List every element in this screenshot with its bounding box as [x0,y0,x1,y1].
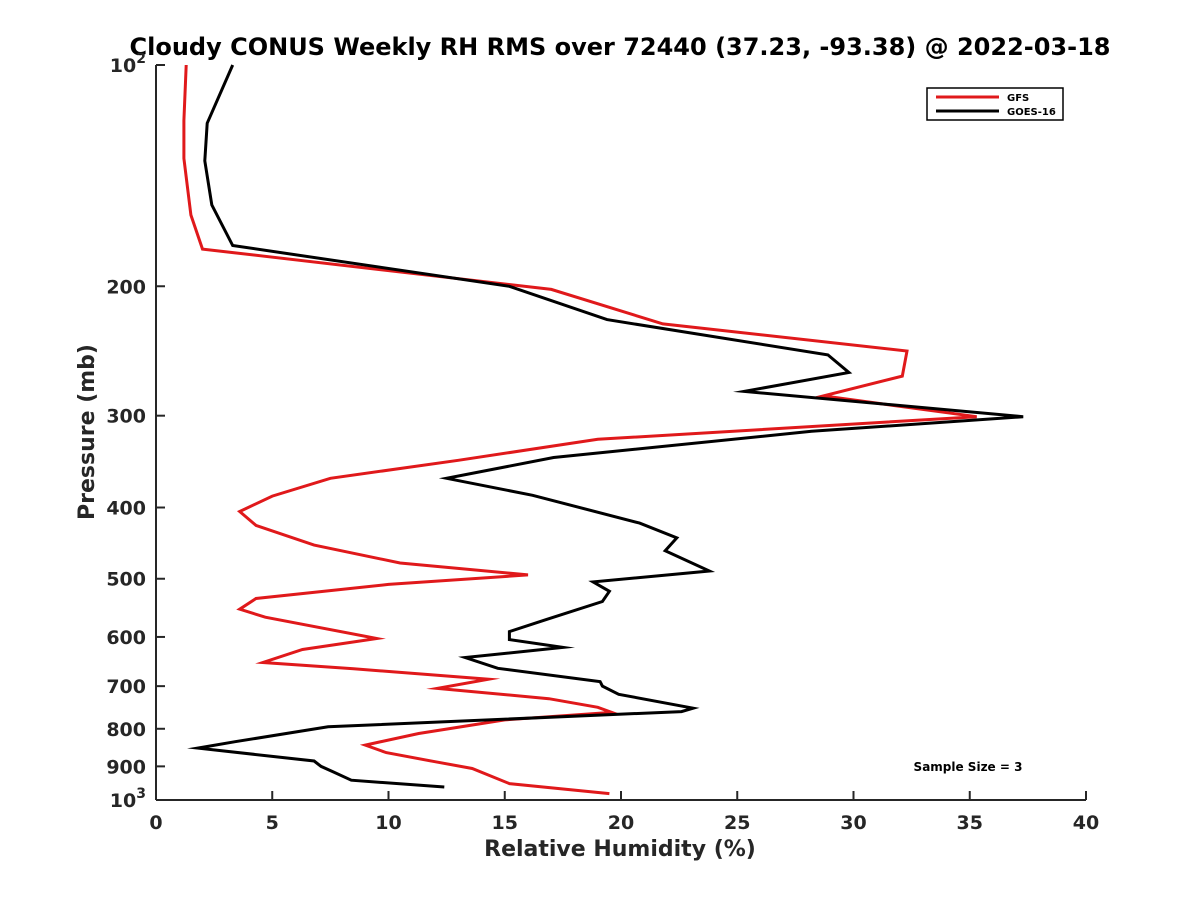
x-tick-label: 25 [724,812,750,834]
axes: 0 5 10 15 20 25 30 35 40 102 200 300 400 500 600 700 800… [106,51,1099,834]
y-tick-label: 300 [106,406,146,428]
y-tick-label: 600 [106,627,146,649]
y-tick-label: 400 [106,498,146,520]
sample-size-annotation: Sample Size = 3 [914,760,1023,774]
x-tick-label: 40 [1073,812,1099,834]
x-tick-label: 20 [608,812,634,834]
x-tick-label: 0 [149,812,162,834]
x-tick-label: 15 [492,812,518,834]
y-axis-label: Pressure (mb) [75,344,100,520]
legend-label: GFS [1007,93,1029,104]
y-tick-label: 103 [110,786,146,812]
series-line-gfs [182,64,977,796]
y-tick-label: 102 [110,51,146,77]
legend-label: GOES-16 [1007,107,1056,118]
x-axis-label: Relative Humidity (%) [484,837,756,862]
y-tick-label: 700 [106,676,146,698]
y-tick-label: 800 [106,719,146,741]
chart-title: Cloudy CONUS Weekly RH RMS over 72440 (3… [130,33,1111,61]
series-line-goes-16 [187,64,1024,789]
legend-box [926,87,1064,121]
series-group [182,64,1024,796]
y-tick-label: 900 [106,756,146,778]
x-tick-label: 10 [375,812,401,834]
x-tick-label: 35 [957,812,983,834]
legend: GFS GOES-16 [926,87,1064,121]
y-tick-label: 200 [106,276,146,298]
x-tick-label: 5 [266,812,279,834]
y-tick-label: 500 [106,569,146,591]
x-tick-label: 30 [840,812,866,834]
